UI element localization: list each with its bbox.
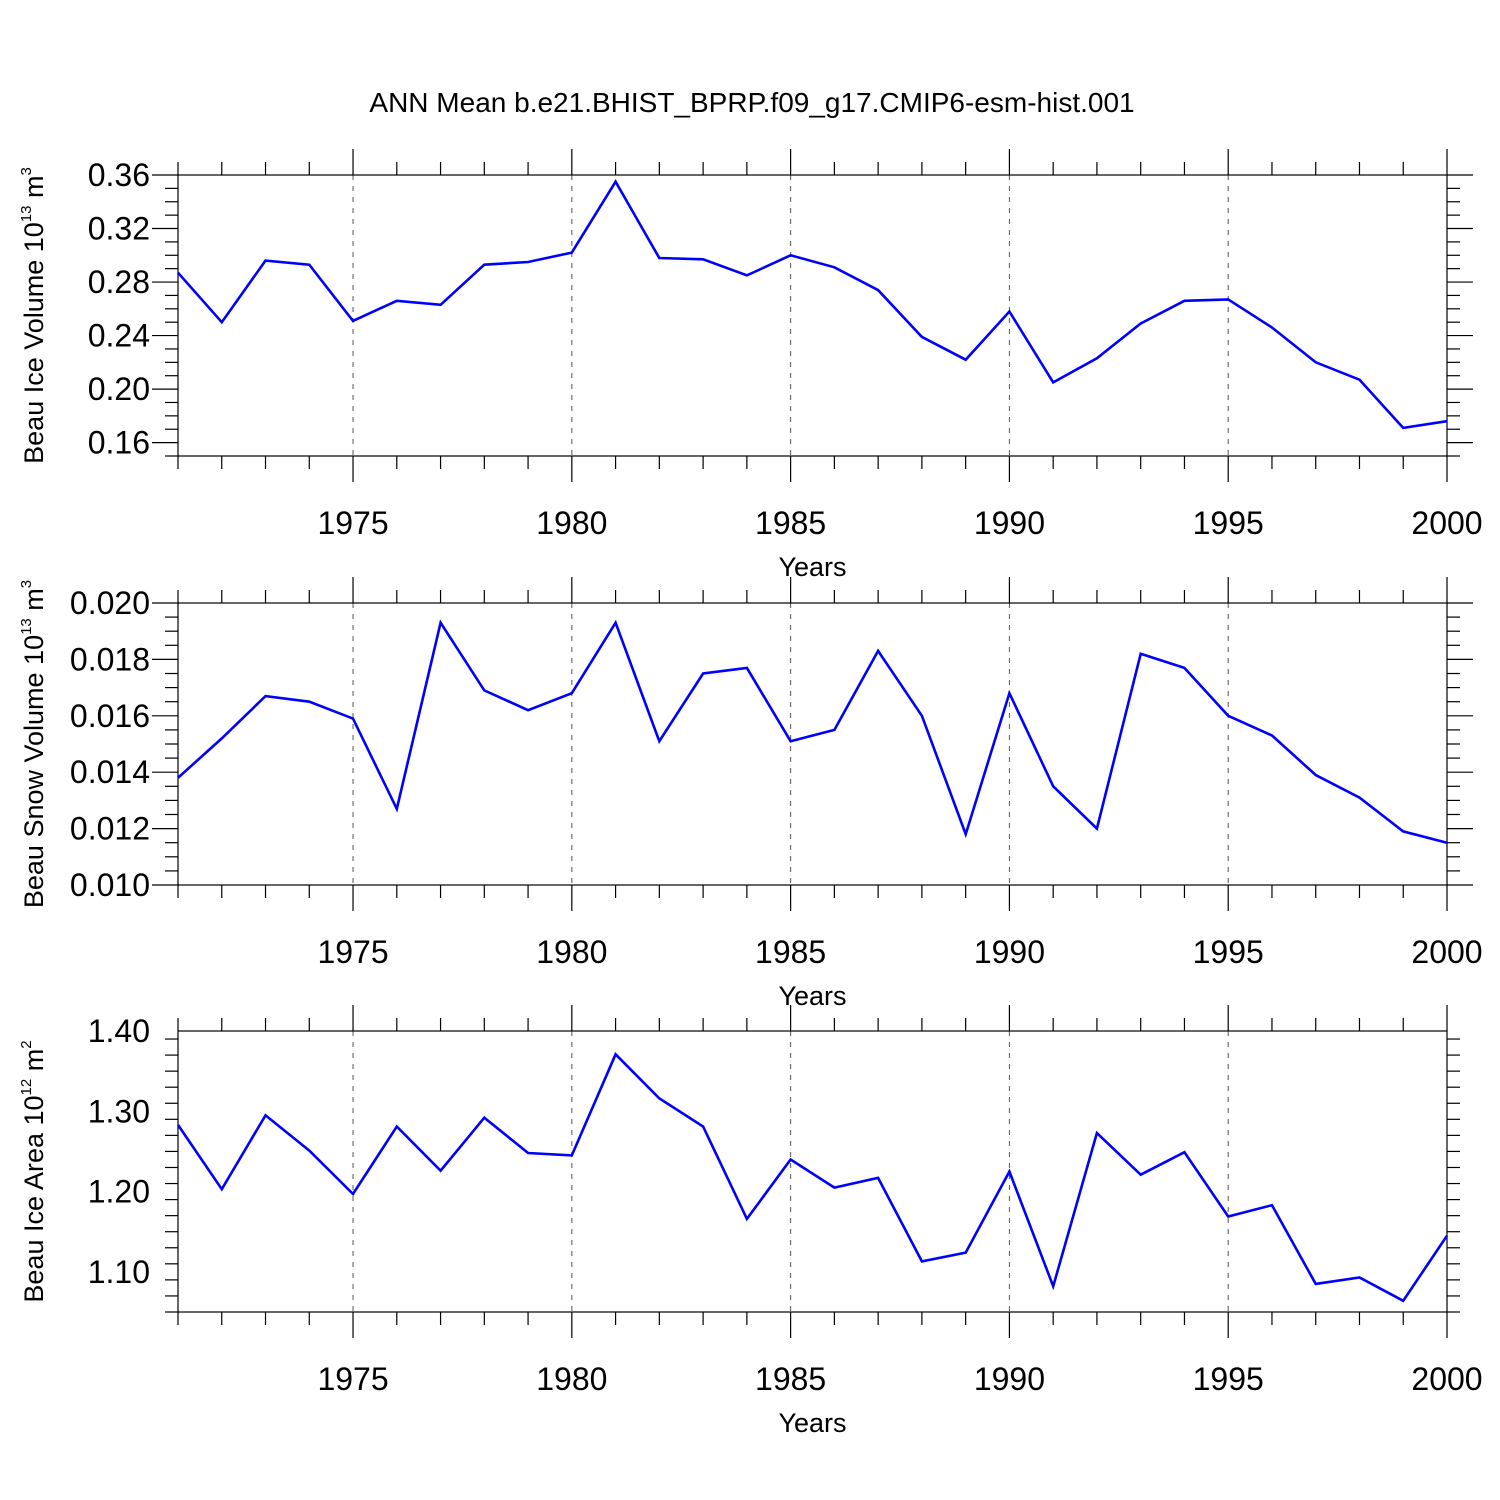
panel-2: 0.010 0.012 0.014 0.016 0.018 0.020 1975 1980 19… [18, 577, 1483, 1011]
x-tick-label: 1985 [755, 1361, 826, 1397]
x-tick-label: 1975 [317, 934, 388, 970]
y-tick-label: 1.10 [88, 1254, 150, 1290]
x-axis-title: Years [778, 981, 846, 1011]
plot-frame [177, 174, 1448, 457]
x-tick-label: 1985 [755, 934, 826, 970]
series-line [177, 619, 1448, 844]
y-tick-label: 1.30 [88, 1093, 150, 1129]
y-tick-label: 1.40 [88, 1013, 150, 1049]
y-tick-label: 0.018 [70, 641, 150, 677]
x-tick-label: 2000 [1411, 934, 1482, 970]
y-axis-title-exponent: 13 [18, 618, 35, 635]
series-line [177, 179, 1448, 430]
y-tick-label: 0.016 [70, 698, 150, 734]
y-axis-title: Beau Ice Volume 1013 m3 [18, 167, 49, 464]
series-line [176, 1052, 1449, 1303]
x-tick-label: 1980 [536, 505, 607, 541]
y-axis-title: Beau Ice Area 1012 m2 [18, 1040, 49, 1302]
x-tick-label: 1980 [536, 1361, 607, 1397]
y-tick-label: 0.010 [70, 867, 150, 903]
x-tick-label: 1985 [755, 505, 826, 541]
y-tick-label: 0.28 [88, 264, 150, 300]
x-tick-label: 1990 [974, 505, 1045, 541]
panel-3: 1.10 1.20 1.30 1.40 1975 1980 1985 1990 1995 2000… [18, 1005, 1483, 1438]
y-axis-title-unit: m [19, 1049, 49, 1079]
y-axis-title-text: Beau Snow Volume 10 [19, 635, 49, 908]
x-tick-label: 1980 [536, 934, 607, 970]
y-axis-title-unit: m [19, 588, 49, 618]
panel-1: 0.16 0.20 0.24 0.28 0.32 0.36 1975 1980 1985 1990… [18, 149, 1483, 582]
plot-frame [177, 602, 1448, 886]
x-tick-label: 1990 [974, 934, 1045, 970]
y-tick-label: 0.32 [88, 211, 150, 247]
plot-frame [177, 1030, 1448, 1313]
x-tick-label: 1990 [974, 1361, 1045, 1397]
y-tick-label: 0.24 [88, 318, 150, 354]
y-axis-title: Beau Snow Volume 1013 m3 [18, 580, 49, 908]
x-axis-title: Years [778, 552, 846, 582]
y-axis-title-exponent: 12 [18, 1079, 35, 1096]
x-tick-label: 2000 [1411, 505, 1482, 541]
figure-title: ANN Mean b.e21.BHIST_BPRP.f09_g17.CMIP6-… [369, 87, 1134, 118]
x-tick-label: 1995 [1193, 505, 1264, 541]
y-tick-label: 0.20 [88, 371, 150, 407]
y-tick-label: 0.36 [88, 157, 150, 193]
y-tick-label: 1.20 [88, 1174, 150, 1210]
y-axis-title-exponent: 13 [18, 205, 35, 222]
y-tick-label: 0.16 [88, 425, 150, 461]
y-tick-label: 0.012 [70, 811, 150, 847]
y-axis-title-unit: m [19, 175, 49, 205]
x-tick-label: 1995 [1193, 934, 1264, 970]
x-tick-label: 1975 [317, 505, 388, 541]
y-tick-label: 0.014 [70, 754, 150, 790]
panels: 0.16 0.20 0.24 0.28 0.32 0.36 1975 1980 1985 1990… [18, 149, 1483, 1438]
x-tick-label: 1975 [317, 1361, 388, 1397]
y-tick-label: 0.020 [70, 585, 150, 621]
y-axis-title-unit-exponent: 3 [18, 167, 35, 175]
x-axis-title: Years [778, 1408, 846, 1438]
y-axis-title-text: Beau Ice Area 10 [19, 1095, 49, 1302]
y-axis-title-unit-exponent: 3 [18, 580, 35, 588]
x-tick-label: 1995 [1193, 1361, 1264, 1397]
x-tick-label: 2000 [1411, 1361, 1482, 1397]
y-axis-title-unit-exponent: 2 [18, 1040, 35, 1048]
y-axis-title-text: Beau Ice Volume 10 [19, 222, 49, 464]
